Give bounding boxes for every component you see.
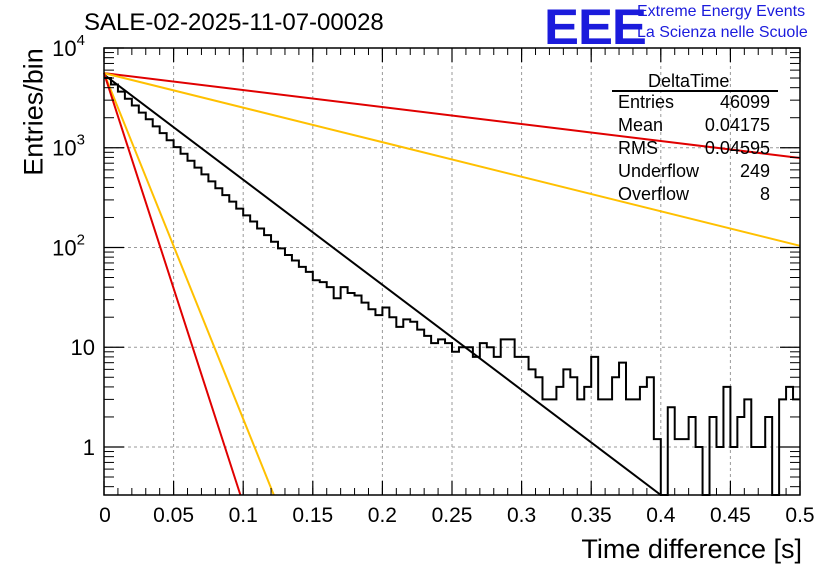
stats-label-underflow: Underflow <box>618 161 700 181</box>
y-tick-label: 10 <box>71 335 95 360</box>
series-line-slow-upper <box>103 72 801 159</box>
stats-value-rms: 0.04595 <box>704 138 770 158</box>
x-tick-label: 0.3 <box>507 504 536 527</box>
fit-curves <box>103 72 801 496</box>
eee-logo: EEE <box>544 0 647 55</box>
stats-box-title: DeltaTime <box>648 71 730 91</box>
stats-label-mean: Mean <box>618 115 664 135</box>
logo-line-1: Extreme Energy Events <box>637 3 806 20</box>
stats-value-overflow: 8 <box>759 184 770 204</box>
x-axis-label: Time difference [s] <box>581 534 802 564</box>
x-tick-label: 0 <box>99 504 111 527</box>
y-tick-label: 103 <box>52 132 85 161</box>
axis-ticks <box>103 47 801 495</box>
x-tick-label: 0.2 <box>368 504 397 527</box>
x-tick-label: 0.4 <box>646 504 676 527</box>
stats-label-rms: RMS <box>618 138 658 158</box>
y-tick-label: 1 <box>83 435 95 460</box>
stats-divider <box>612 90 778 92</box>
y-axis-label: Entries/bin <box>18 48 49 176</box>
histogram-deltatime <box>104 77 800 496</box>
x-tick-label: 0.5 <box>785 504 814 527</box>
stats-label-overflow: Overflow <box>618 184 690 204</box>
stats-label-entries: Entries <box>618 92 675 112</box>
stats-value-entries: 46099 <box>719 92 770 112</box>
x-tick-label: 0.1 <box>229 504 258 527</box>
x-tick-label: 0.05 <box>153 504 194 527</box>
x-tick-label: 0.25 <box>432 504 473 527</box>
series-line-fast-upper <box>103 72 275 496</box>
series-line-slow-lower <box>103 72 801 247</box>
series-line-fast-lower <box>103 72 242 496</box>
x-tick-label: 0.45 <box>710 504 751 527</box>
y-tick-label: 104 <box>52 32 85 61</box>
x-tick-label: 0.35 <box>571 504 612 527</box>
plot-title: SALE-02-2025-11-07-00028 <box>84 9 384 36</box>
series-line-fit <box>103 73 662 496</box>
logo-line-2: La Scienza nelle Scuole <box>637 24 808 41</box>
axis-tick-labels: 0 0.05 0.1 0.15 0.2 0.25 0.3 0.35 0.4 0.45 0.5 1 10 1… <box>52 32 814 527</box>
stats-value-underflow: 249 <box>739 161 770 181</box>
stats-value-mean: 0.04175 <box>704 115 770 135</box>
x-tick-label: 0.15 <box>292 504 333 527</box>
y-tick-label: 102 <box>52 231 85 260</box>
